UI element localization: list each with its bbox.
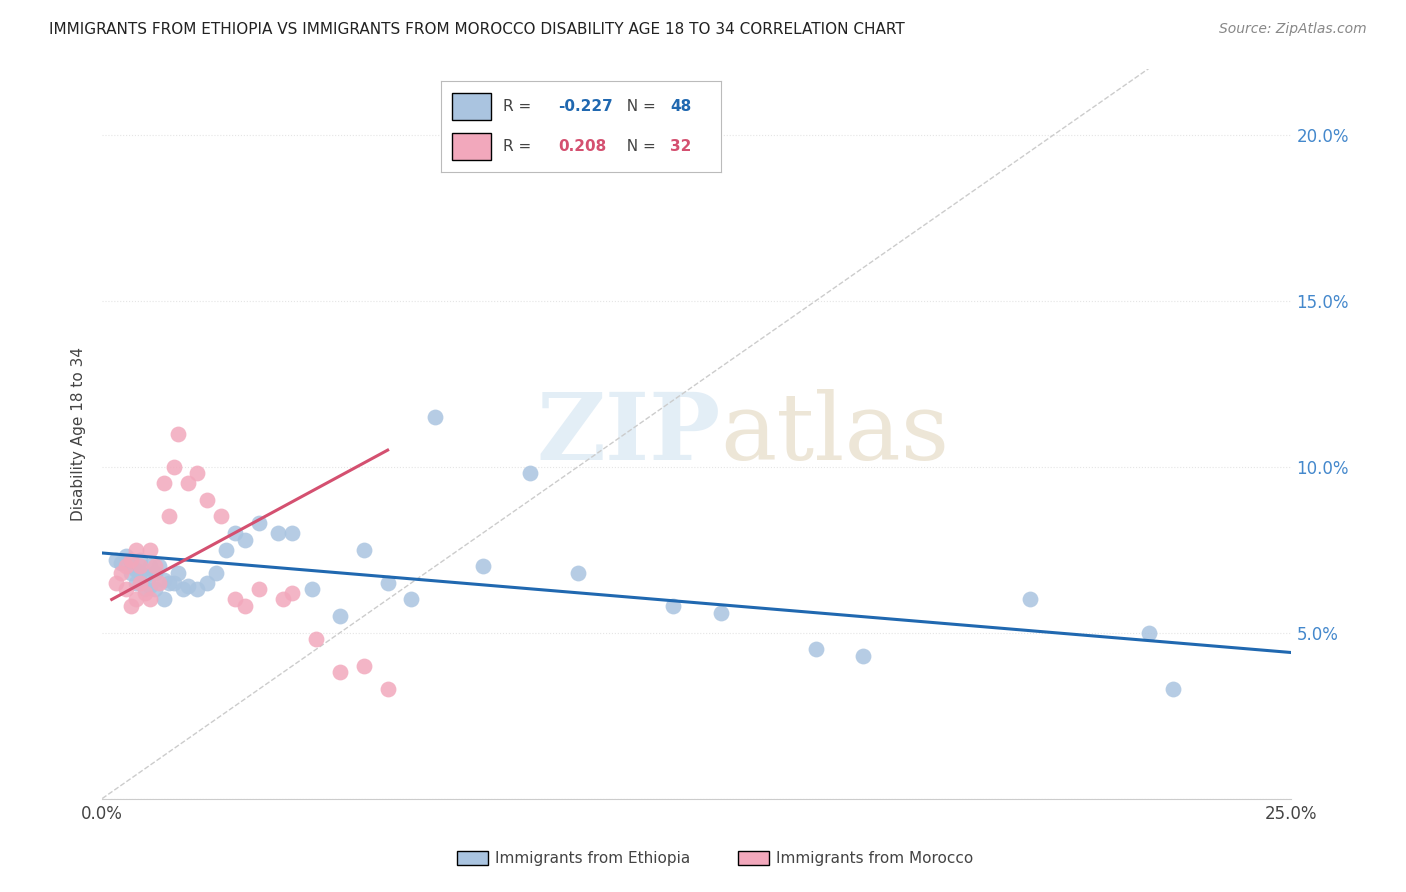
- Point: [377, 575, 399, 590]
- Point: [1018, 592, 1040, 607]
- Point: [519, 467, 541, 481]
- Point: [105, 575, 128, 590]
- Point: [105, 552, 128, 566]
- Point: [172, 582, 194, 597]
- Text: Source: ZipAtlas.com: Source: ZipAtlas.com: [1219, 22, 1367, 37]
- Point: [134, 569, 156, 583]
- Point: [139, 559, 162, 574]
- Text: atlas: atlas: [721, 389, 950, 478]
- Point: [129, 575, 152, 590]
- Point: [167, 426, 190, 441]
- Point: [162, 459, 184, 474]
- Point: [567, 566, 589, 580]
- Point: [139, 579, 162, 593]
- Point: [153, 592, 176, 607]
- Point: [247, 516, 270, 530]
- Point: [852, 648, 875, 663]
- Point: [110, 556, 132, 570]
- Point: [177, 476, 200, 491]
- Text: ZIP: ZIP: [536, 389, 721, 478]
- Point: [401, 592, 423, 607]
- Point: [281, 586, 304, 600]
- Point: [329, 665, 352, 680]
- Point: [115, 582, 138, 597]
- Point: [804, 642, 827, 657]
- Point: [120, 552, 142, 566]
- Point: [120, 599, 142, 613]
- Point: [186, 467, 208, 481]
- Text: Immigrants from Morocco: Immigrants from Morocco: [776, 851, 973, 865]
- Text: IMMIGRANTS FROM ETHIOPIA VS IMMIGRANTS FROM MOROCCO DISABILITY AGE 18 TO 34 CORR: IMMIGRANTS FROM ETHIOPIA VS IMMIGRANTS F…: [49, 22, 905, 37]
- Point: [124, 575, 146, 590]
- Point: [120, 559, 142, 574]
- Point: [129, 552, 152, 566]
- Point: [139, 542, 162, 557]
- Point: [1137, 625, 1160, 640]
- Point: [471, 559, 494, 574]
- Point: [162, 575, 184, 590]
- Point: [148, 559, 170, 574]
- Point: [177, 579, 200, 593]
- Point: [115, 559, 138, 574]
- Point: [233, 533, 256, 547]
- Point: [110, 566, 132, 580]
- Point: [267, 526, 290, 541]
- Point: [215, 542, 238, 557]
- Point: [167, 566, 190, 580]
- Point: [329, 609, 352, 624]
- Point: [124, 563, 146, 577]
- Point: [139, 592, 162, 607]
- Point: [353, 658, 375, 673]
- Point: [425, 409, 447, 424]
- Point: [205, 566, 228, 580]
- Point: [301, 582, 323, 597]
- Point: [153, 476, 176, 491]
- Point: [148, 575, 170, 590]
- Point: [124, 592, 146, 607]
- Point: [195, 575, 218, 590]
- Point: [129, 559, 152, 574]
- Point: [143, 582, 166, 597]
- Point: [233, 599, 256, 613]
- Y-axis label: Disability Age 18 to 34: Disability Age 18 to 34: [72, 346, 86, 521]
- Point: [134, 582, 156, 597]
- Point: [195, 492, 218, 507]
- Point: [1161, 681, 1184, 696]
- Point: [224, 526, 246, 541]
- Point: [271, 592, 294, 607]
- Point: [157, 575, 180, 590]
- Point: [209, 509, 232, 524]
- Point: [124, 542, 146, 557]
- Point: [224, 592, 246, 607]
- Point: [281, 526, 304, 541]
- Point: [186, 582, 208, 597]
- Point: [710, 606, 733, 620]
- Point: [143, 566, 166, 580]
- Point: [157, 509, 180, 524]
- Text: Immigrants from Ethiopia: Immigrants from Ethiopia: [495, 851, 690, 865]
- Point: [134, 586, 156, 600]
- Point: [662, 599, 685, 613]
- Point: [143, 559, 166, 574]
- Point: [247, 582, 270, 597]
- Point: [153, 573, 176, 587]
- Point: [129, 566, 152, 580]
- Point: [115, 549, 138, 564]
- Point: [305, 632, 328, 647]
- Point: [120, 566, 142, 580]
- Point: [377, 681, 399, 696]
- Point: [353, 542, 375, 557]
